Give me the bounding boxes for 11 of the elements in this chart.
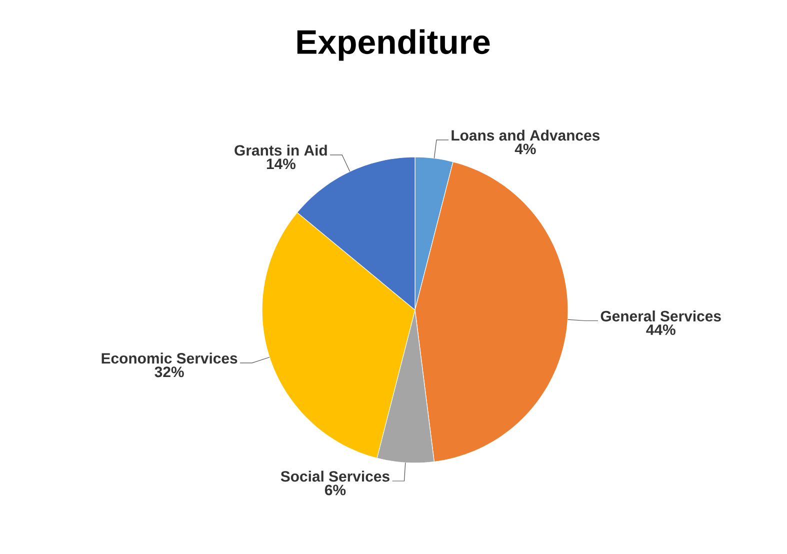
data-label: 32% xyxy=(154,366,184,378)
slice-label: General Services xyxy=(600,310,721,322)
data-label: 14% xyxy=(266,158,296,170)
chart-title: Expenditure xyxy=(297,29,490,61)
data-label: 6% xyxy=(324,484,346,496)
slice-label: Grants in Aid xyxy=(234,144,327,156)
data-label: 44% xyxy=(646,324,676,335)
slice-label: Loans and Advances xyxy=(452,130,600,141)
slice-label: Economic Services xyxy=(102,352,238,364)
slice-label: Social Services xyxy=(280,470,390,482)
data-label: 4% xyxy=(514,144,536,154)
